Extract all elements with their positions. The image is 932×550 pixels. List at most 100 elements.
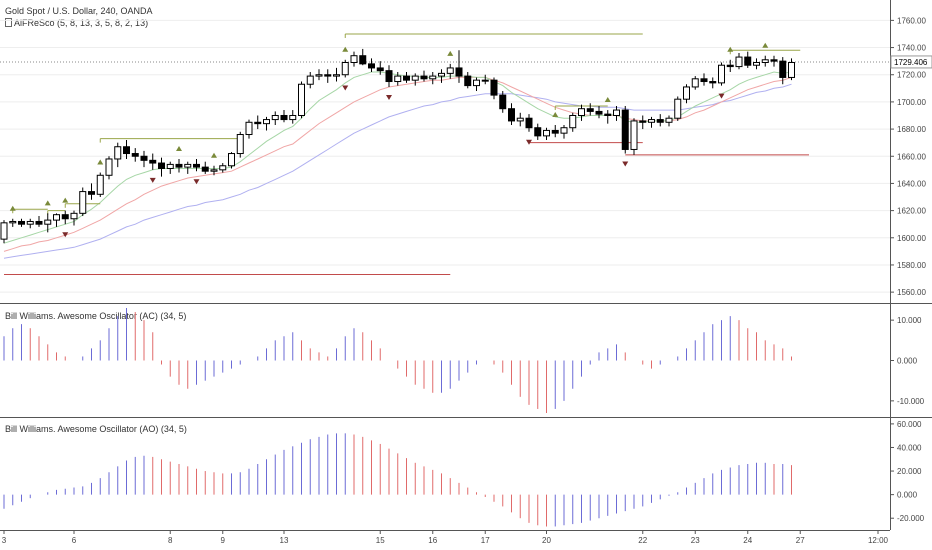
candle-bull (350, 55, 358, 64)
candle-bear (324, 74, 332, 77)
fractal-down-marker (526, 139, 532, 145)
candle-bear (149, 159, 157, 164)
price-tick-label: 1680.00 (897, 125, 926, 134)
candle-bull (411, 75, 419, 81)
candle-bull (341, 62, 349, 76)
fractal-up-marker (97, 159, 104, 165)
candle-bull (333, 74, 340, 77)
candle-bull (735, 56, 743, 68)
fractal-up-marker (62, 197, 69, 203)
candle-bear (140, 155, 148, 161)
candle-bull (298, 83, 305, 116)
candle-bull (114, 146, 122, 160)
candle-bull (718, 64, 725, 84)
candle-bear (18, 220, 25, 225)
candle-bull (394, 75, 402, 83)
price-tick-label: 1660.00 (897, 152, 926, 161)
price-tick-label: 1560.00 (897, 288, 926, 297)
ac-tick-label: -10.000 (897, 397, 925, 406)
time-tick-label: 8 (168, 536, 173, 545)
candle-bear (508, 108, 515, 122)
candle-bear (656, 119, 664, 123)
candle-bear (254, 121, 262, 125)
last-price-box (890, 55, 932, 69)
time-tick-label: 9 (221, 536, 226, 545)
candle-bull (210, 169, 218, 172)
candle-bear (175, 163, 183, 168)
candle-bull (166, 163, 174, 169)
candle-bull (0, 222, 8, 240)
candle-bull (44, 219, 52, 225)
candle-bull (236, 134, 244, 155)
candle-bull (578, 108, 585, 116)
fractal-down-marker (718, 93, 725, 99)
candle-bear (525, 117, 533, 129)
candle-bull (70, 212, 78, 220)
ac-tick-label: 0.000 (897, 357, 918, 366)
candle-bull (315, 74, 323, 77)
candle-bear (88, 191, 95, 195)
ao-tick-label: 40.000 (897, 443, 922, 452)
time-tick-label: 27 (796, 536, 805, 545)
ao-tick-label: 0.000 (897, 491, 918, 500)
fractal-down-marker (149, 177, 156, 183)
candle-bear (709, 81, 717, 84)
time-tick-label: 24 (743, 536, 752, 545)
candle-bull (543, 129, 550, 137)
candle-bull (9, 220, 17, 224)
candle-bear (359, 55, 367, 65)
price-tick-label: 1740.00 (897, 44, 926, 53)
time-tick-label: 13 (280, 536, 289, 545)
candle-bull (245, 121, 253, 136)
candle-bear (35, 220, 43, 225)
candle-bull (473, 79, 480, 87)
candle-bull (613, 109, 620, 116)
candle-bear (123, 146, 130, 155)
indicator-legend[interactable]: AlFReSco (5, 8, 13, 3, 5, 8, 2, 13) (5, 18, 148, 28)
time-tick-label: 15 (376, 536, 385, 545)
ac-pane-title: Bill Williams. Awesome Oscillator (AC) (… (5, 311, 187, 321)
candle-bull (263, 119, 270, 125)
candle-bear (376, 67, 384, 72)
fractal-up-marker (762, 42, 769, 48)
candle-bear (499, 94, 507, 110)
ao-tick-label: -20.000 (897, 514, 925, 523)
candle-bull (691, 78, 699, 88)
price-tick-label: 1640.00 (897, 179, 926, 188)
fractal-down-marker (193, 179, 200, 185)
candle-bull (761, 59, 769, 64)
candle-bear (385, 70, 393, 83)
candle-bull (753, 62, 760, 66)
chart-title: Gold Spot / U.S. Dollar, 240, OANDA (5, 6, 153, 16)
candle-bear (744, 56, 752, 66)
ao-tick-label: 60.000 (897, 420, 922, 429)
time-tick-label: 16 (428, 536, 437, 545)
candle-bull (26, 220, 34, 225)
candle-bear (61, 214, 69, 220)
candle-bear (280, 114, 288, 121)
indicator-icon (5, 18, 12, 27)
candle-bull (630, 120, 638, 150)
fractal-up-marker (342, 46, 349, 52)
candle-bull (788, 62, 795, 78)
fractal-up-marker (176, 145, 182, 151)
fractal-up-marker (552, 112, 559, 118)
candle-bear (551, 129, 559, 134)
price-tick-label: 1620.00 (897, 207, 926, 216)
candle-bull (648, 119, 655, 123)
candle-bear (201, 166, 209, 172)
price-tick-label: 1580.00 (897, 261, 926, 270)
indicator-label: AlFReSco (5, 8, 13, 3, 5, 8, 2, 13) (14, 18, 149, 28)
candle-bear (455, 67, 463, 77)
ao-tick-label: 20.000 (897, 467, 922, 476)
candle-bull (53, 214, 60, 221)
candle-bear (368, 63, 375, 69)
candle-bear (464, 75, 472, 87)
ma-line-red (3, 76, 792, 252)
fractal-up-marker (604, 97, 611, 103)
candle-bull (481, 79, 489, 82)
price-tick-label: 1700.00 (897, 98, 926, 107)
candle-bear (700, 78, 708, 83)
candle-bull (306, 75, 314, 85)
